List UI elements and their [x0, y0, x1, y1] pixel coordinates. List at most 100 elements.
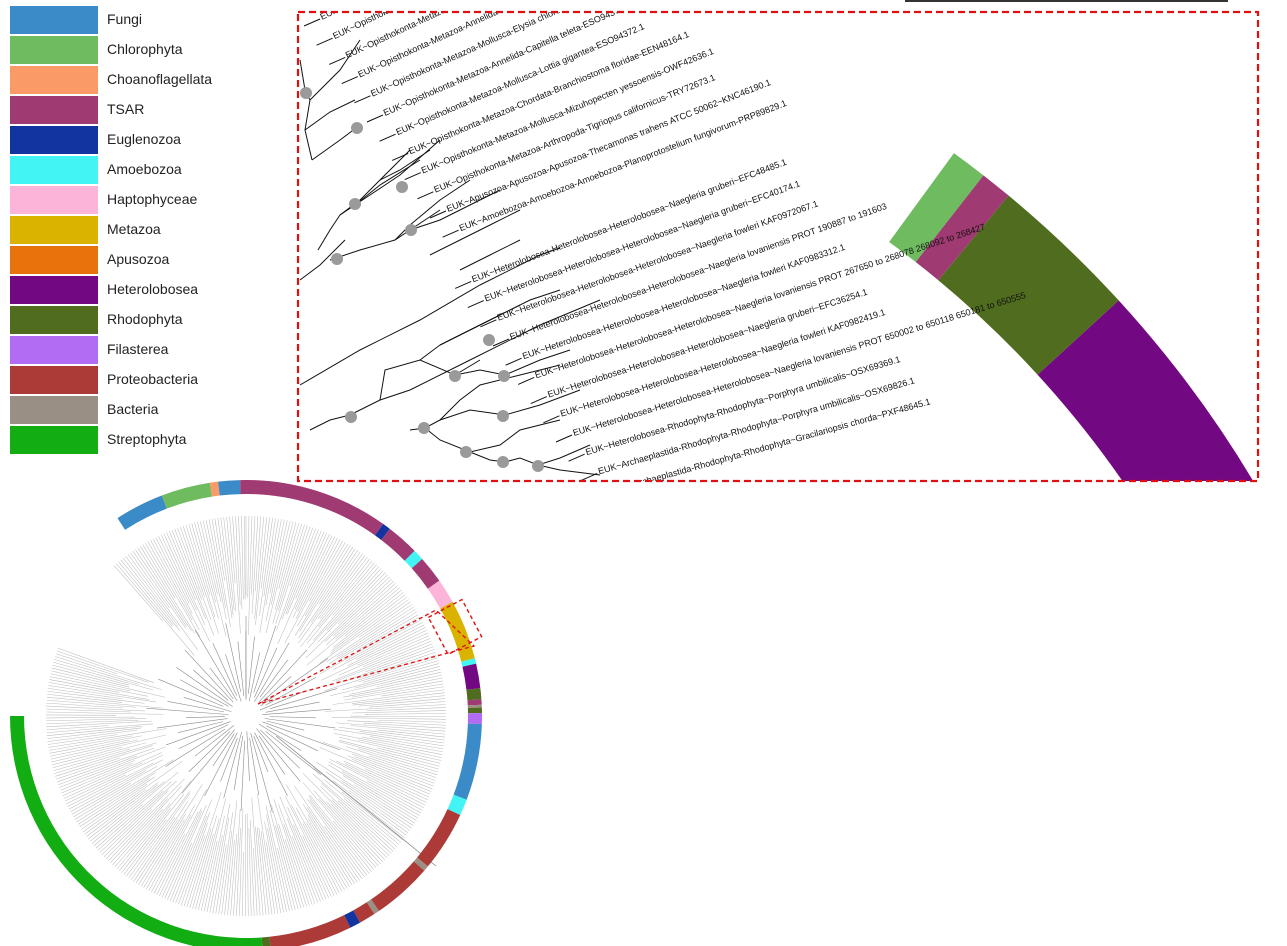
inner-branch: [258, 649, 308, 703]
radial-tip: [352, 692, 445, 704]
branch: [304, 99, 356, 131]
radial-tip: [306, 822, 345, 891]
radial-tip: [341, 780, 412, 829]
tip-branch: [454, 280, 472, 289]
radial-tip: [319, 599, 409, 664]
tip-branch: [568, 453, 585, 462]
legend-label: Euglenozoa: [107, 131, 181, 147]
radial-tip: [324, 704, 446, 712]
support-node: [351, 122, 363, 134]
inner-branch: [209, 667, 234, 700]
radial-tip: [46, 699, 137, 708]
radial-tip: [258, 827, 270, 915]
radial-tip: [50, 673, 131, 692]
inner-branch: [212, 643, 237, 696]
radial-tip: [321, 783, 396, 850]
radial-tip: [120, 559, 174, 626]
radial-tip: [376, 747, 441, 764]
inner-branch: [186, 716, 225, 718]
inner-branch: [266, 720, 305, 731]
radial-tip: [52, 742, 147, 769]
radial-tip: [101, 790, 169, 855]
radial-tip: [54, 656, 162, 690]
radial-tip: [211, 518, 231, 627]
radial-tip: [298, 553, 363, 644]
inner-branch: [265, 731, 321, 775]
inner-branch: [265, 676, 317, 706]
radial-tip: [336, 760, 426, 806]
highlight-marker: [257, 598, 483, 705]
inner-branch: [259, 690, 306, 711]
radial-tip: [260, 831, 273, 915]
radial-tip: [336, 606, 414, 658]
tip-branch: [492, 338, 510, 347]
radial-tip: [376, 671, 442, 687]
radial-tip: [351, 680, 443, 698]
radial-tip: [93, 804, 143, 847]
radial-tip: [192, 833, 214, 909]
radial-tip: [242, 851, 244, 916]
radial-tip: [49, 735, 143, 754]
radial-tip: [369, 736, 444, 750]
zoom-frame: [296, 10, 1260, 483]
radial-tip: [215, 844, 227, 914]
branch: [317, 149, 411, 251]
radial-tip: [255, 826, 264, 916]
radial-tip: [86, 782, 159, 837]
radial-tip: [352, 695, 445, 706]
radial-tip: [239, 808, 244, 916]
inner-branch: [176, 667, 233, 707]
radial-tip: [167, 842, 193, 901]
radial-tip: [326, 570, 384, 631]
legend-label: Fungi: [107, 11, 143, 27]
legend-label: Choanoflagellata: [107, 71, 213, 87]
radial-tip: [283, 823, 313, 905]
radial-tip: [259, 518, 279, 633]
radial-tip: [271, 804, 302, 909]
legend-swatch: [10, 186, 98, 214]
radial-tip: [123, 819, 167, 875]
radial-tip: [223, 517, 235, 610]
radial-tip: [238, 516, 243, 610]
radial-tip: [142, 544, 176, 599]
radial-tip: [279, 796, 324, 901]
branch: [299, 247, 561, 386]
radial-tip: [130, 552, 170, 609]
radial-tip: [50, 739, 138, 760]
tip-branch: [555, 434, 573, 443]
radial-tip: [84, 789, 146, 835]
ring-segment-filasterea: [467, 713, 482, 725]
radial-tip: [381, 686, 444, 697]
tip-branch: [480, 319, 497, 328]
inner-branch: [178, 724, 229, 750]
legend-swatch: [10, 306, 98, 334]
legend-label: Chlorophyta: [107, 41, 183, 57]
inner-branch: [225, 623, 242, 692]
legend-item-tsar: TSAR: [10, 96, 270, 124]
radial-tip: [338, 726, 445, 741]
long-branch: [275, 735, 437, 867]
radial-tip: [159, 808, 202, 897]
inner-branch: [194, 725, 235, 757]
radial-tip: [322, 741, 436, 781]
radial-tip: [276, 527, 314, 631]
radial-tip: [174, 528, 202, 600]
inner-branch: [146, 707, 229, 715]
radial-tip: [241, 516, 244, 600]
radial-tip: [63, 762, 143, 799]
legend-label: Apusozoa: [107, 251, 170, 267]
ring-segment-proteobacteria: [353, 902, 375, 923]
radial-tip: [302, 773, 388, 858]
radial-tip: [344, 763, 427, 803]
ring-segment-choanoflagellata: [209, 481, 220, 497]
legend-label: Metazoa: [107, 221, 161, 237]
ring-segment-tsar: [240, 480, 384, 536]
support-node: [349, 198, 361, 210]
radial-tip: [62, 752, 163, 797]
radial-tip: [296, 542, 346, 627]
radial-tip: [319, 747, 431, 795]
inner-branch: [261, 676, 292, 703]
radial-tip: [160, 534, 197, 611]
radial-tip: [153, 833, 186, 894]
radial-tip: [265, 521, 294, 634]
